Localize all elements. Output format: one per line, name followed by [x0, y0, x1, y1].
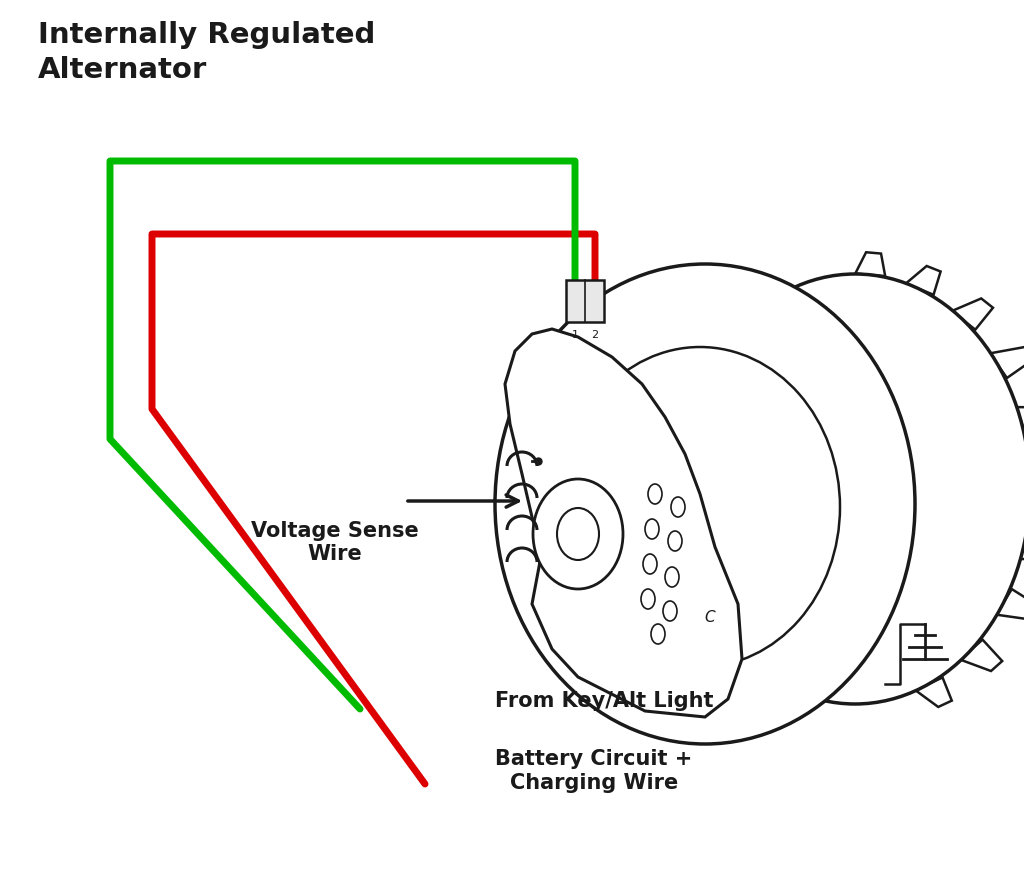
Polygon shape	[996, 589, 1024, 620]
Polygon shape	[1017, 407, 1024, 436]
Ellipse shape	[495, 264, 915, 744]
Text: From Key/Alt Light: From Key/Alt Light	[495, 691, 714, 711]
Text: C: C	[705, 610, 716, 624]
Polygon shape	[905, 266, 941, 295]
Polygon shape	[1020, 530, 1024, 559]
Ellipse shape	[648, 484, 662, 504]
Ellipse shape	[680, 274, 1024, 704]
Ellipse shape	[641, 589, 655, 609]
Polygon shape	[951, 299, 993, 330]
Ellipse shape	[557, 508, 599, 560]
Polygon shape	[961, 640, 1002, 671]
Ellipse shape	[805, 337, 1005, 657]
Ellipse shape	[645, 519, 659, 539]
Polygon shape	[855, 252, 885, 276]
Polygon shape	[505, 329, 742, 717]
Ellipse shape	[671, 497, 685, 517]
Ellipse shape	[651, 624, 665, 644]
Ellipse shape	[668, 531, 682, 551]
Text: Voltage Sense
Wire: Voltage Sense Wire	[251, 521, 419, 565]
Text: 2: 2	[592, 330, 599, 340]
Ellipse shape	[534, 479, 623, 589]
Ellipse shape	[665, 567, 679, 587]
Ellipse shape	[643, 554, 657, 574]
Polygon shape	[915, 677, 952, 707]
Polygon shape	[990, 347, 1024, 378]
Ellipse shape	[560, 347, 840, 667]
Text: Internally Regulated
Alternator: Internally Regulated Alternator	[38, 21, 376, 84]
Text: 1: 1	[571, 330, 579, 340]
Text: Battery Circuit +
Charging Wire: Battery Circuit + Charging Wire	[495, 749, 692, 793]
FancyBboxPatch shape	[566, 280, 604, 322]
Ellipse shape	[663, 601, 677, 621]
